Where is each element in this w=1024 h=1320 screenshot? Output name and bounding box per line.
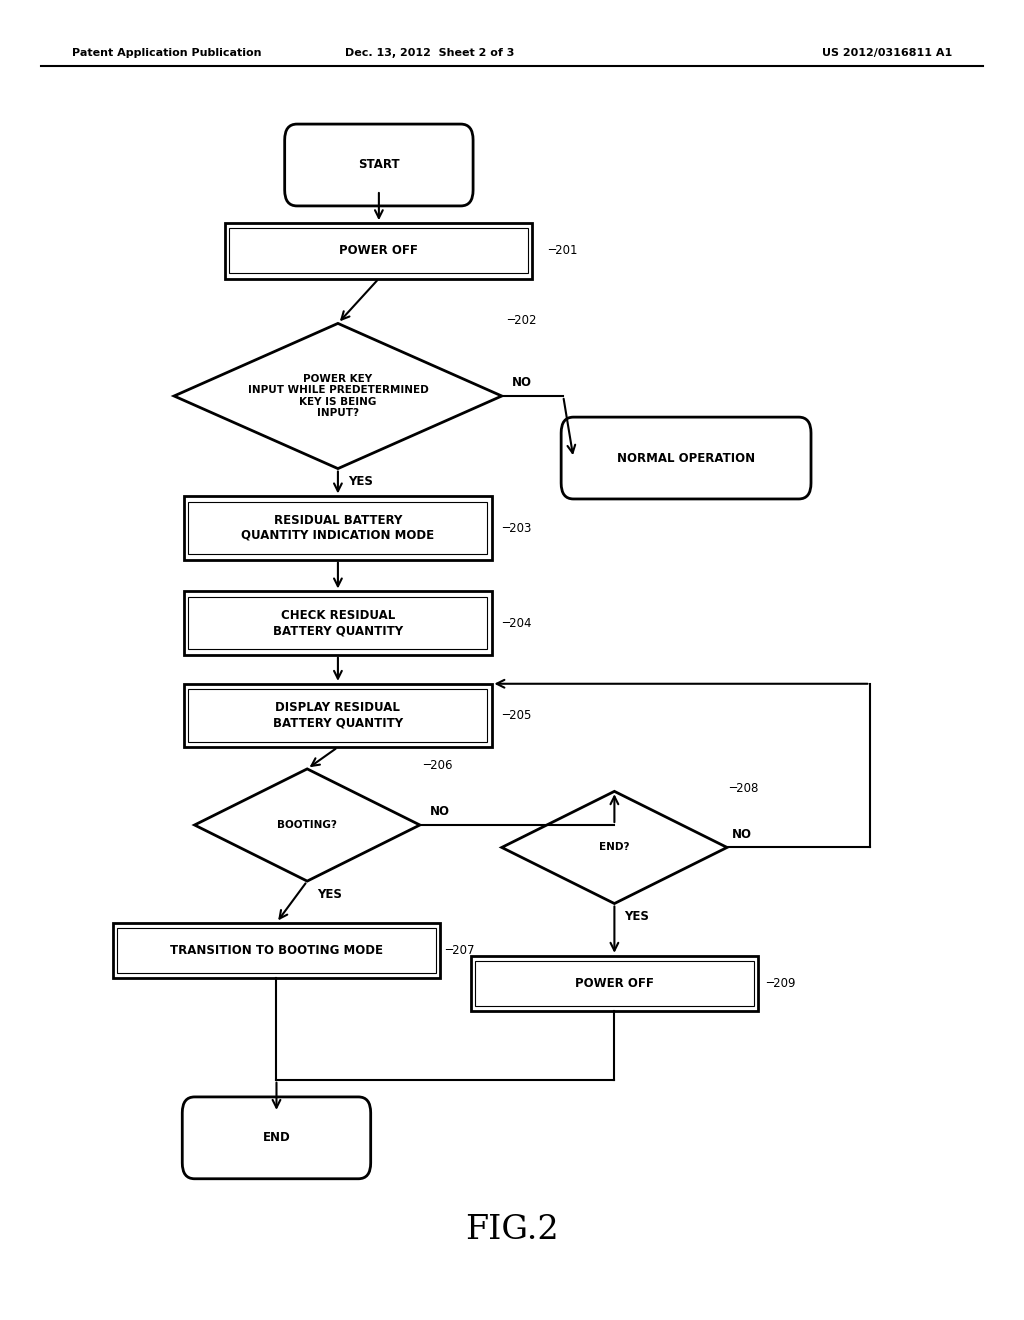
- Text: NO: NO: [732, 828, 753, 841]
- Polygon shape: [502, 792, 727, 903]
- FancyBboxPatch shape: [188, 689, 487, 742]
- FancyBboxPatch shape: [184, 496, 492, 560]
- Text: ─201: ─201: [548, 244, 578, 257]
- Text: ─204: ─204: [502, 616, 531, 630]
- Text: POWER OFF: POWER OFF: [574, 977, 654, 990]
- FancyBboxPatch shape: [285, 124, 473, 206]
- Text: CHECK RESIDUAL
BATTERY QUANTITY: CHECK RESIDUAL BATTERY QUANTITY: [272, 609, 403, 638]
- Text: END: END: [262, 1131, 291, 1144]
- Text: END?: END?: [599, 842, 630, 853]
- Text: YES: YES: [317, 887, 342, 900]
- Text: ─208: ─208: [729, 781, 759, 795]
- Text: ─206: ─206: [423, 759, 453, 772]
- Text: NO: NO: [430, 805, 451, 818]
- Text: FIG.2: FIG.2: [465, 1214, 559, 1246]
- Text: ─205: ─205: [502, 709, 531, 722]
- Text: START: START: [358, 158, 399, 172]
- Text: NO: NO: [512, 376, 532, 389]
- FancyBboxPatch shape: [184, 684, 492, 747]
- Text: ─209: ─209: [766, 977, 796, 990]
- Text: YES: YES: [348, 475, 373, 488]
- Text: YES: YES: [625, 911, 649, 923]
- FancyBboxPatch shape: [229, 228, 528, 273]
- Text: TRANSITION TO BOOTING MODE: TRANSITION TO BOOTING MODE: [170, 944, 383, 957]
- Text: NORMAL OPERATION: NORMAL OPERATION: [617, 451, 755, 465]
- Text: BOOTING?: BOOTING?: [278, 820, 337, 830]
- Text: ─207: ─207: [445, 944, 475, 957]
- FancyBboxPatch shape: [117, 928, 436, 973]
- FancyBboxPatch shape: [182, 1097, 371, 1179]
- Text: Dec. 13, 2012  Sheet 2 of 3: Dec. 13, 2012 Sheet 2 of 3: [345, 48, 515, 58]
- FancyBboxPatch shape: [188, 597, 487, 649]
- Text: US 2012/0316811 A1: US 2012/0316811 A1: [822, 48, 952, 58]
- FancyBboxPatch shape: [475, 961, 754, 1006]
- Polygon shape: [174, 323, 502, 469]
- Text: DISPLAY RESIDUAL
BATTERY QUANTITY: DISPLAY RESIDUAL BATTERY QUANTITY: [272, 701, 403, 730]
- Text: POWER KEY
INPUT WHILE PREDETERMINED
KEY IS BEING
INPUT?: POWER KEY INPUT WHILE PREDETERMINED KEY …: [248, 374, 428, 418]
- Text: Patent Application Publication: Patent Application Publication: [72, 48, 261, 58]
- FancyBboxPatch shape: [225, 223, 532, 279]
- Polygon shape: [195, 768, 420, 882]
- FancyBboxPatch shape: [471, 956, 758, 1011]
- Text: POWER OFF: POWER OFF: [339, 244, 419, 257]
- Text: RESIDUAL BATTERY
QUANTITY INDICATION MODE: RESIDUAL BATTERY QUANTITY INDICATION MOD…: [242, 513, 434, 543]
- Text: ─203: ─203: [502, 521, 531, 535]
- FancyBboxPatch shape: [188, 502, 487, 554]
- FancyBboxPatch shape: [561, 417, 811, 499]
- Text: ─202: ─202: [507, 314, 537, 327]
- FancyBboxPatch shape: [184, 591, 492, 655]
- FancyBboxPatch shape: [113, 923, 440, 978]
